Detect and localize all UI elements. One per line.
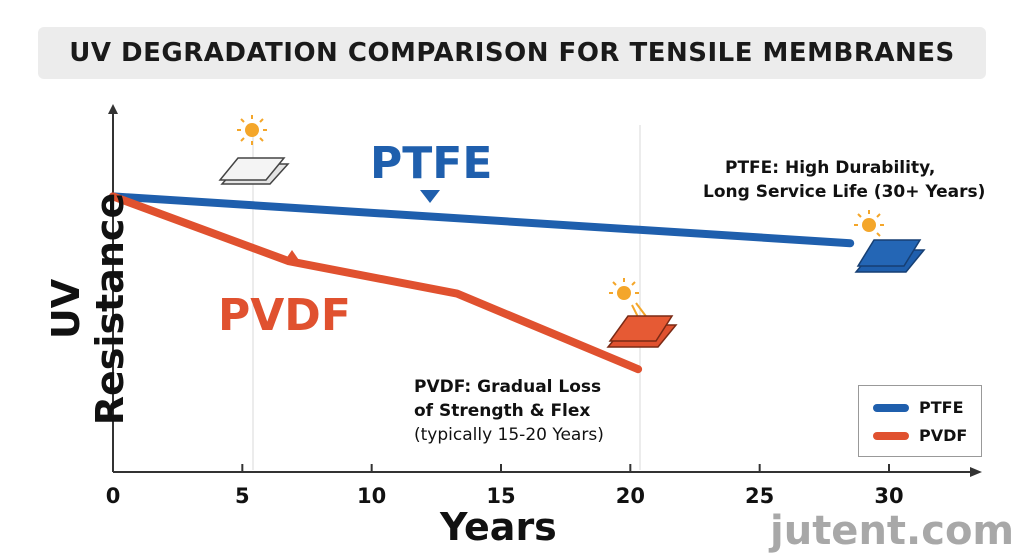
watermark: jutent.com — [770, 508, 1015, 554]
pvdf-big-label: PVDF — [218, 290, 351, 341]
pvdf-note: PVDF: Gradual Loss of Strength & Flex (t… — [414, 375, 604, 447]
sun-icon — [609, 278, 649, 322]
pvdf-note-line: (typically 15-20 Years) — [414, 425, 604, 445]
membrane-sheet-icon — [218, 157, 290, 185]
ptfe-note: PTFE: High Durability, Long Service Life… — [703, 156, 985, 204]
series-line-ptfe — [109, 192, 855, 248]
x-axis-label: Years — [440, 505, 557, 549]
ptfe-big-label: PTFE — [370, 138, 493, 189]
x-tick-label: 15 — [486, 484, 516, 508]
y-axis-label: UV Resistance — [44, 192, 132, 426]
pvdf-note-line: of Strength & Flex — [414, 401, 591, 421]
x-tick-label: 20 — [615, 484, 645, 508]
pvdf-note-line: PVDF: Gradual Loss — [414, 377, 602, 397]
series-line-pvdf — [109, 192, 643, 374]
legend-item-ptfe: PTFE — [873, 398, 964, 417]
legend: PTFE PVDF — [858, 385, 982, 457]
y-axis-arrow — [108, 104, 118, 114]
legend-swatch-ptfe — [873, 403, 909, 412]
x-tick-label: 25 — [745, 484, 775, 508]
title-bar: UV DEGRADATION COMPARISON FOR TENSILE ME… — [38, 27, 986, 79]
ptfe-pointer-icon — [420, 190, 440, 203]
membrane-sheet-icon — [606, 315, 678, 348]
x-tick-label: 30 — [874, 484, 904, 508]
legend-label-ptfe: PTFE — [919, 398, 964, 417]
ptfe-note-line: PTFE: High Durability, — [725, 158, 936, 178]
x-tick-label: 0 — [105, 484, 121, 508]
sun-icon — [237, 115, 267, 145]
x-tick-label: 10 — [357, 484, 387, 508]
legend-label-pvdf: PVDF — [919, 426, 968, 445]
sun-icon — [854, 210, 884, 237]
legend-item-pvdf: PVDF — [873, 426, 967, 445]
ptfe-note-line: Long Service Life (30+ Years) — [703, 182, 986, 202]
pvdf-pointer-icon — [283, 250, 301, 263]
membrane-sheet-icon — [854, 239, 926, 273]
legend-swatch-pvdf — [873, 431, 909, 440]
chart-title: UV DEGRADATION COMPARISON FOR TENSILE ME… — [69, 38, 955, 68]
x-tick-label: 5 — [235, 484, 250, 508]
x-axis-arrow — [970, 467, 982, 477]
